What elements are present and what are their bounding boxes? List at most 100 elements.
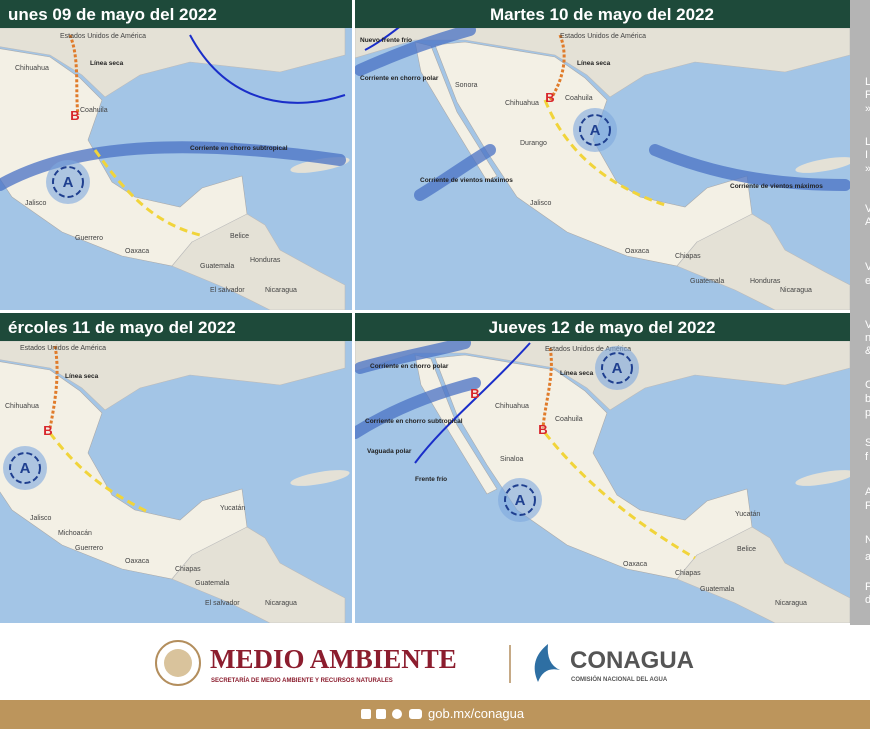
land-central-america: [171, 213, 346, 310]
place-label: Yucatán: [220, 505, 245, 512]
place-label: Estados Unidos de América: [60, 33, 146, 40]
land-central-america: [676, 526, 850, 623]
cold-front: [414, 342, 531, 464]
place-label: Estados Unidos de América: [545, 346, 631, 353]
seal-center: [164, 649, 192, 677]
place-label: Guatemala: [700, 586, 734, 593]
pressure-ring: [579, 114, 611, 146]
side-fragment: f: [865, 451, 869, 463]
place-label: Nicaragua: [265, 287, 297, 294]
pressure-ring: [601, 352, 633, 384]
high-pressure: A: [515, 492, 526, 509]
side-fragment: a: [865, 551, 870, 563]
pressure-ring: [504, 484, 536, 516]
dry-line: [68, 34, 80, 116]
brand-title: MEDIO AMBIENTE: [210, 644, 457, 674]
place-label: Durango: [520, 140, 547, 147]
place-label: Guatemala: [200, 263, 234, 270]
land-central-america: [171, 526, 346, 623]
panel-title: Jueves 12 de mayo del 2022: [489, 318, 716, 337]
high-pressure: A: [20, 460, 31, 477]
land-cuba: [795, 157, 850, 173]
trough: [543, 99, 666, 207]
land-us: [355, 27, 850, 98]
place-label: Chiapas: [675, 253, 701, 260]
weather-label: Corriente en chorro polar: [360, 75, 439, 82]
place-label: Sinaloa: [500, 456, 523, 463]
social-icons: [361, 709, 422, 719]
jet-stream: [355, 337, 471, 374]
place-label: Nicaragua: [780, 287, 812, 294]
pressure-ring: [9, 452, 41, 484]
high-pressure: A: [612, 360, 623, 377]
side-fragment: L: [865, 136, 870, 148]
footer-band: [0, 625, 870, 700]
place-label: Yucatán: [735, 511, 760, 518]
place-label: Chihuahua: [505, 100, 539, 107]
weather-overlay: [0, 34, 346, 237]
land-mexico: [0, 361, 248, 580]
side-fragment: p: [865, 407, 870, 419]
side-fragment: S: [865, 437, 870, 449]
place-label: Oaxaca: [125, 248, 149, 255]
place-label: Coahuila: [565, 95, 593, 102]
dry-line: [541, 347, 553, 429]
side-fragment: V: [865, 261, 870, 273]
low-pressure: B: [545, 90, 554, 105]
side-fragment: »: [865, 103, 870, 115]
seal: [155, 640, 201, 686]
place-label: Estados Unidos de América: [560, 33, 646, 40]
panel-header: [355, 313, 850, 341]
place-label: Honduras: [250, 257, 281, 264]
land-mexico: [434, 354, 753, 580]
panel-title: unes 09 de mayo del 2022: [8, 5, 217, 24]
panel-header: [0, 0, 352, 28]
place-label: Oaxaca: [125, 558, 149, 565]
place-label: Belice: [230, 233, 249, 240]
place-label: El salvador: [205, 600, 240, 607]
trough: [543, 432, 696, 560]
side-strip: [850, 0, 870, 625]
brand-subtitle: COMISIÓN NACIONAL DEL AGUA: [571, 675, 668, 683]
land-us: [0, 27, 346, 98]
trough: [93, 149, 201, 237]
place-label: Nicaragua: [265, 600, 297, 607]
weather-label: Nuevo frente frío: [360, 37, 412, 44]
brand-title: CONAGUA: [570, 647, 694, 674]
weather-label: Corriente de vientos máximos: [730, 183, 823, 190]
place-label: Jalisco: [30, 515, 52, 522]
place-label: El salvador: [210, 287, 245, 294]
place-label: Oaxaca: [623, 561, 647, 568]
low-pressure: B: [43, 423, 52, 438]
map: Estados Unidos de América Línea seca Chihu…: [0, 313, 352, 623]
place-label: Jalisco: [530, 200, 552, 207]
place-label: Chiapas: [175, 566, 201, 573]
trough: [48, 432, 151, 515]
low-pressure: B: [470, 386, 479, 401]
place-label: Honduras: [750, 278, 781, 285]
place-label: Chihuahua: [495, 403, 529, 410]
place-label: Guatemala: [690, 278, 724, 285]
side-fragment: b: [865, 393, 870, 405]
jet-stream: [649, 144, 850, 191]
forecast-panel: Nuevo frente frío Corriente en chorro pol…: [355, 0, 850, 310]
place-label: Guatemala: [195, 580, 229, 587]
pressure-ring: [52, 166, 84, 198]
low-pressure: B: [70, 108, 79, 123]
side-fragment: e: [865, 275, 870, 287]
brand-subtitle: SECRETARÍA DE MEDIO AMBIENTE Y RECURSOS …: [211, 676, 393, 684]
side-fragment: A: [865, 216, 870, 228]
land-central-america: [676, 213, 850, 310]
side-fragment: n: [865, 332, 870, 344]
place-label: Oaxaca: [625, 248, 649, 255]
forecast-panel: Estados Unidos de América Línea seca Chihu…: [0, 0, 352, 310]
place-label: Coahuila: [555, 416, 583, 423]
high-pressure: A: [63, 174, 74, 191]
dry-line: [548, 34, 566, 101]
side-fragment: V: [865, 319, 870, 331]
side-fragment: C: [865, 379, 870, 391]
low-pressure: B: [538, 422, 547, 437]
site-url[interactable]: gob.mx/conagua: [428, 706, 525, 721]
